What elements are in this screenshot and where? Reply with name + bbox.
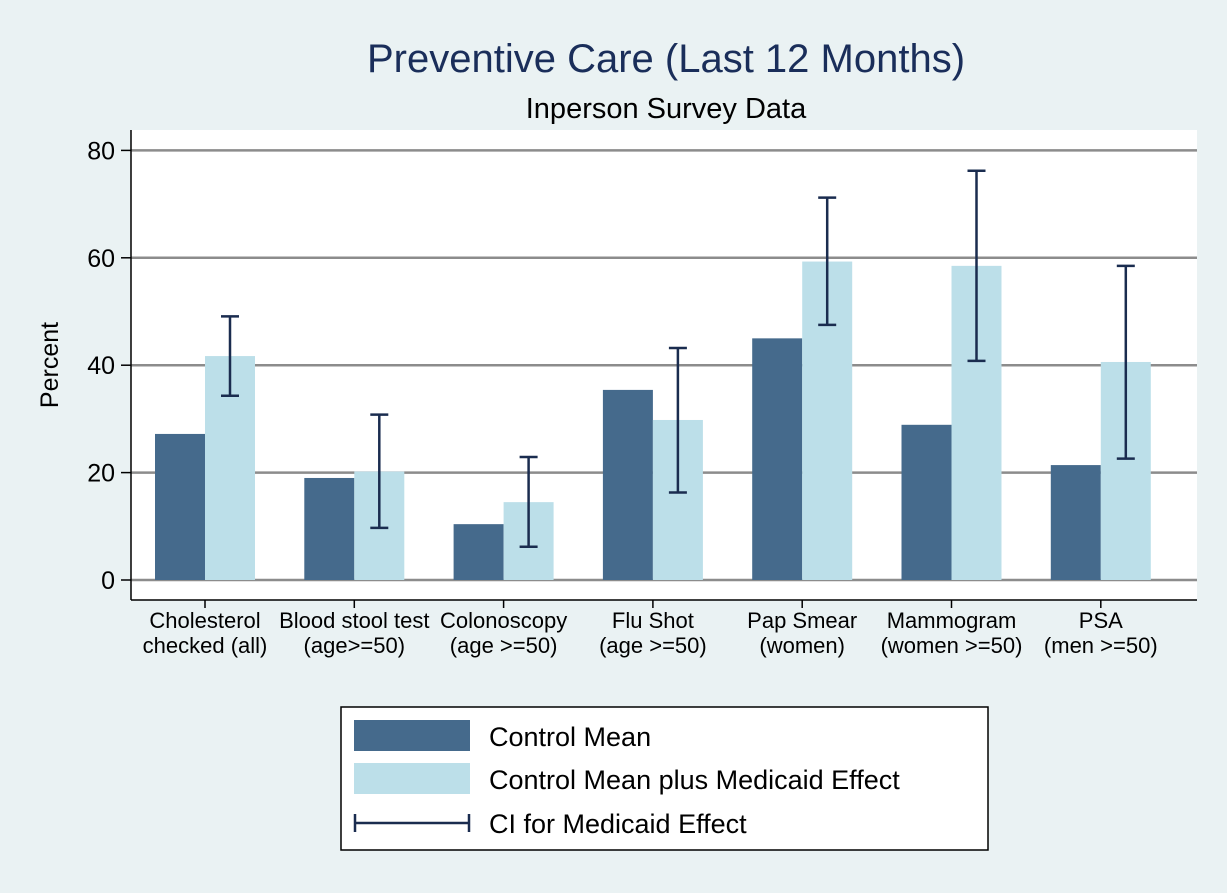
y-tick-label: 0: [101, 567, 115, 595]
x-category-label: checked (all): [143, 633, 268, 658]
x-category-label: (age >=50): [599, 633, 707, 658]
x-category-label: Colonoscopy: [440, 608, 567, 633]
ci-error-bar: [221, 315, 239, 398]
x-category-label: (age>=50): [304, 633, 406, 658]
y-tick-label: 20: [87, 460, 115, 488]
x-category-label: (men >=50): [1044, 633, 1158, 658]
y-axis-ticks: 0 20 40 60 80: [87, 137, 131, 595]
legend-swatch-medicaid-effect: [354, 763, 470, 794]
x-category-label: Mammogram: [887, 608, 1017, 633]
legend-label-ci: CI for Medicaid Effect: [489, 809, 747, 839]
bar-control-mean: [453, 524, 504, 580]
bar-control-mean: [155, 433, 205, 580]
y-tick-label: 80: [87, 137, 115, 165]
ci-error-bar: [370, 413, 389, 530]
legend-label-medicaid-effect: Control Mean plus Medicaid Effect: [489, 765, 900, 795]
x-category-label: Flu Shot: [612, 608, 694, 633]
ci-error-bar: [818, 196, 837, 327]
x-category-label: (age >=50): [450, 633, 558, 658]
bar-control-mean: [304, 477, 355, 580]
chart-title: Preventive Care (Last 12 Months): [367, 37, 965, 81]
y-tick-label: 60: [87, 245, 115, 273]
y-tick-label: 40: [87, 352, 115, 380]
bars: [155, 261, 1151, 580]
chart-subtitle: Inperson Survey Data: [526, 93, 807, 125]
y-axis-title: Percent: [36, 322, 64, 408]
legend-swatch-control-mean: [354, 720, 470, 751]
x-category-label: Blood stool test: [279, 608, 429, 633]
x-category-label: (women): [759, 633, 845, 658]
legend-label-control-mean: Control Mean: [489, 722, 651, 752]
ci-error-bar: [668, 346, 687, 494]
legend: Control Mean Control Mean plus Medicaid …: [340, 706, 989, 851]
x-category-label: Pap Smear: [747, 608, 857, 633]
bar-control-mean: [602, 389, 653, 580]
x-category-label: Cholesterol: [149, 608, 260, 633]
ci-error-bar: [967, 169, 986, 363]
legend-ci-marker: [353, 814, 471, 832]
ci-error-bar: [1116, 264, 1135, 460]
bar-control-mean: [901, 424, 952, 580]
x-category-label: (women >=50): [881, 633, 1023, 658]
ci-error-bar: [519, 455, 538, 548]
error-bars: [221, 169, 1135, 548]
bar-control-mean: [752, 338, 803, 580]
x-category-label: PSA: [1079, 608, 1123, 633]
bar-control-mean: [1050, 465, 1101, 580]
